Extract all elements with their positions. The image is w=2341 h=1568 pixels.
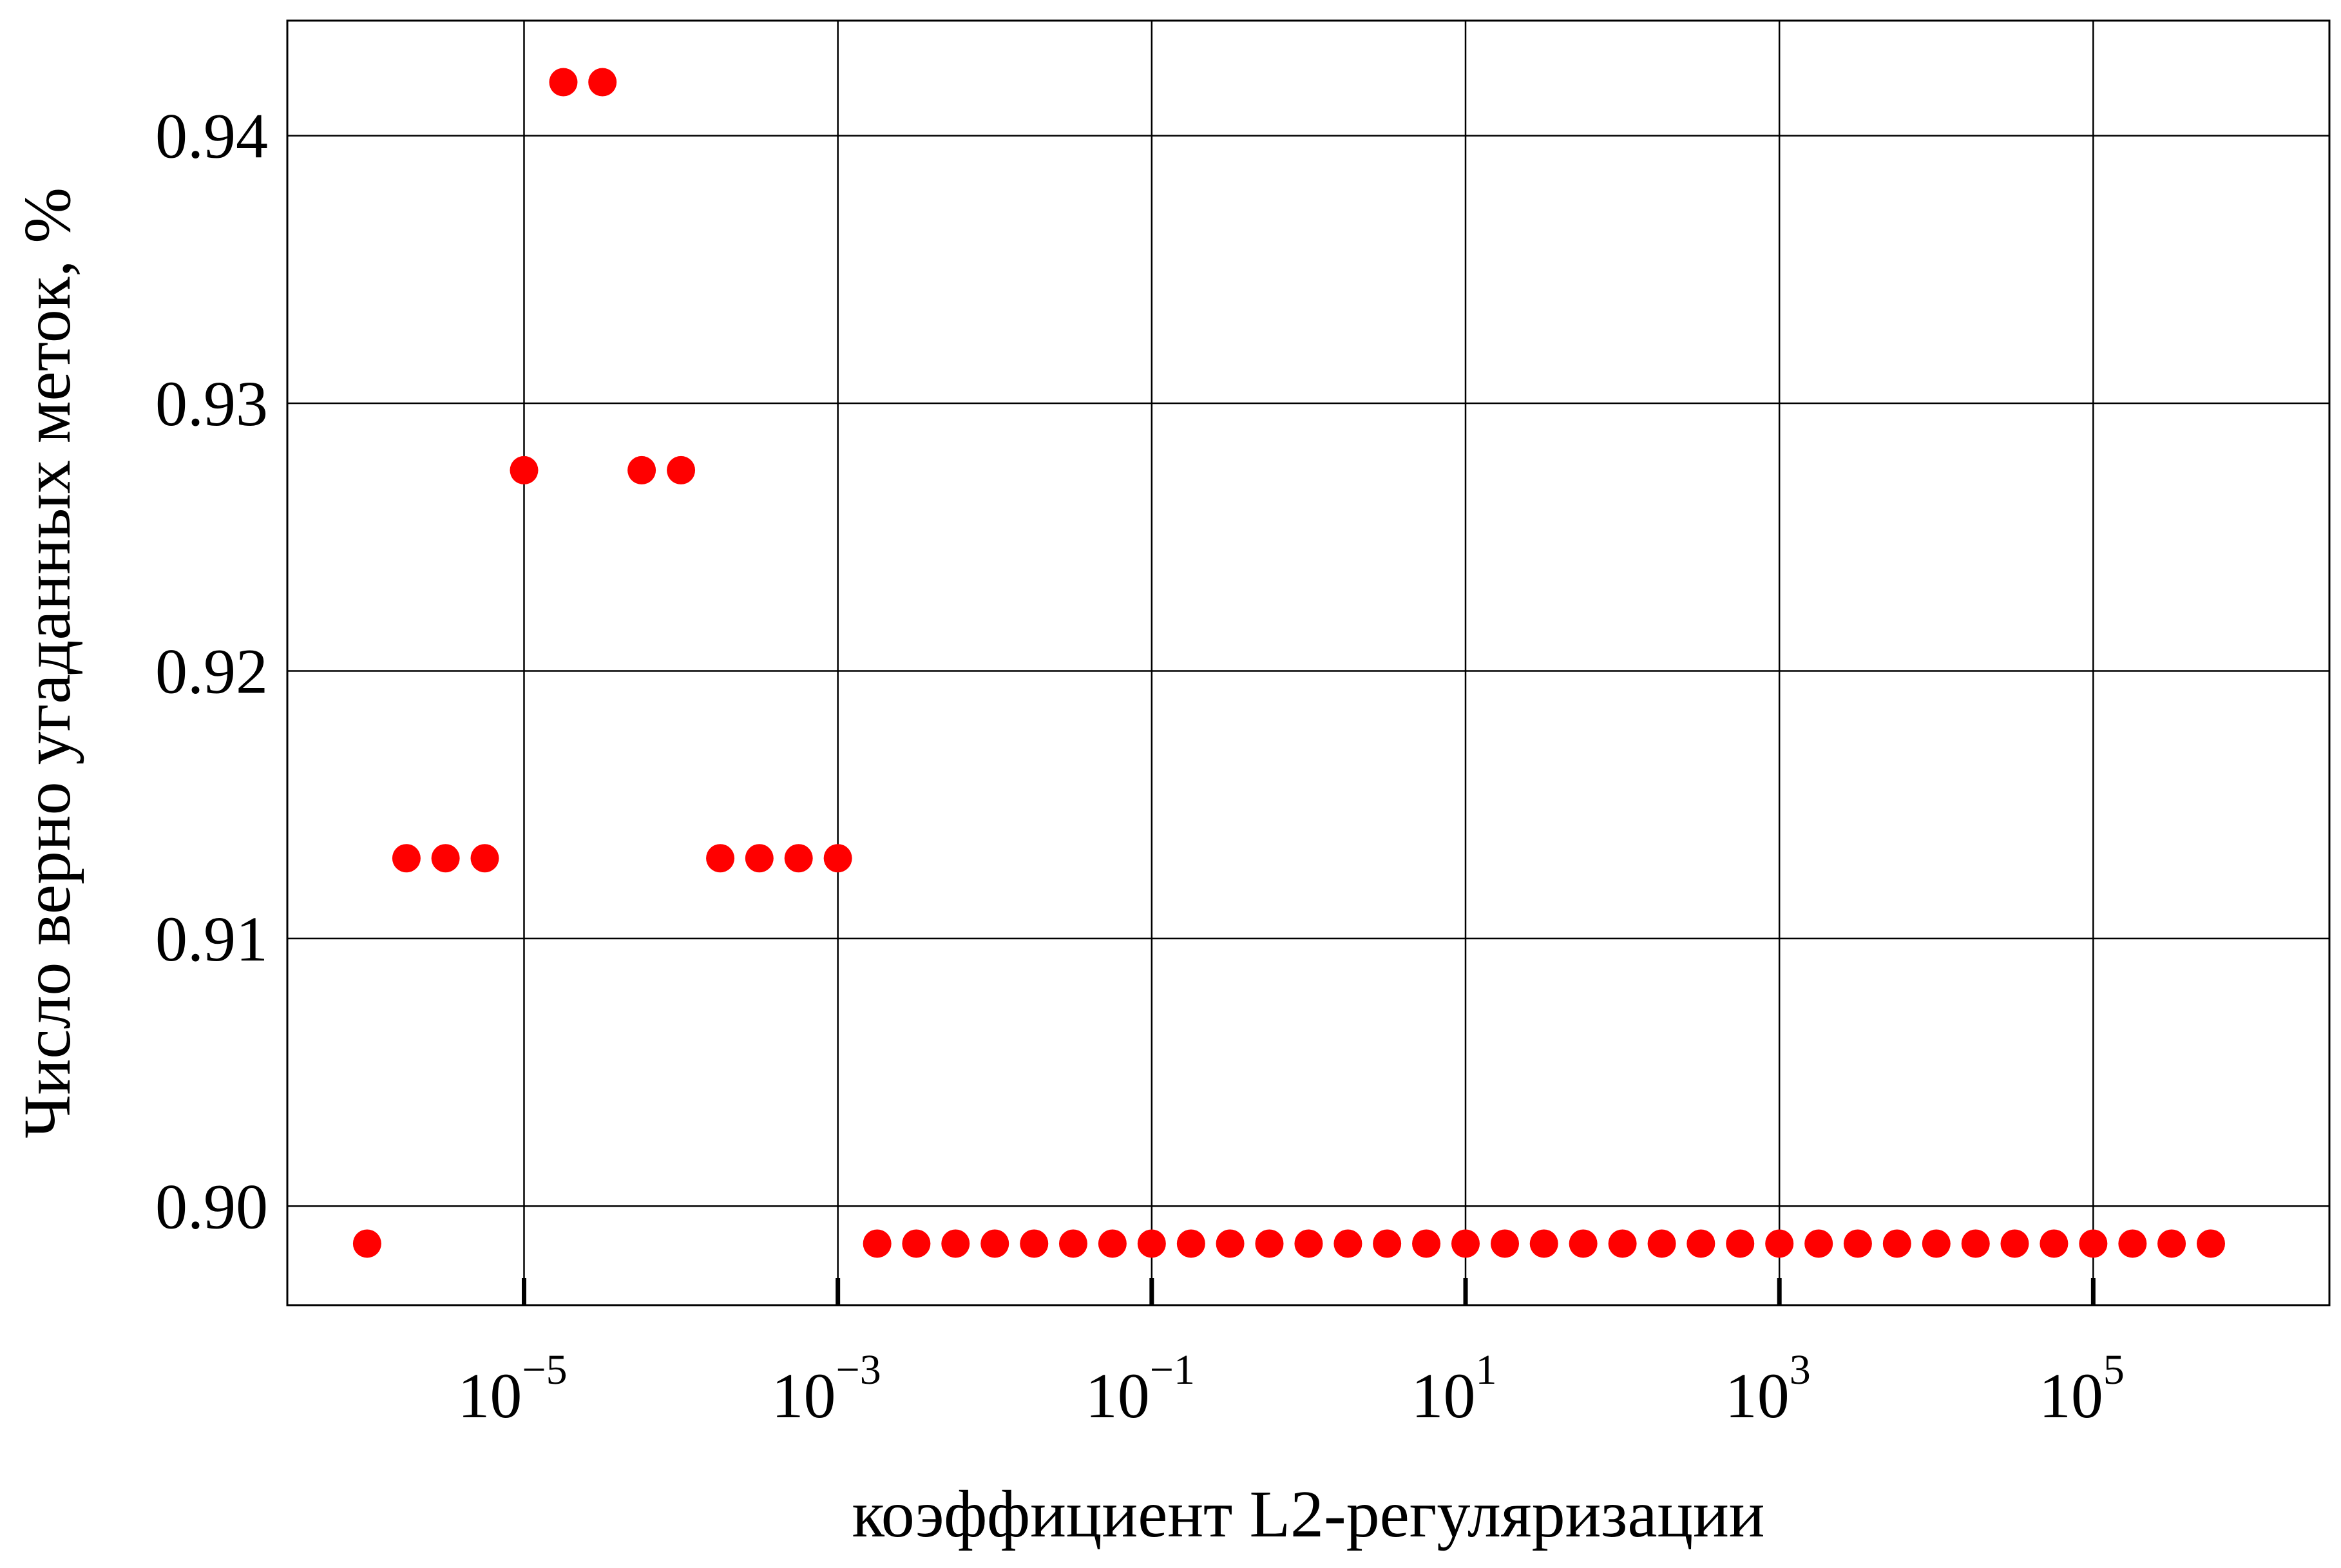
y-tick-label: 0.93 [155,368,268,439]
data-point [1451,1229,1480,1258]
x-tick-label: 10−1 [1085,1346,1195,1431]
x-tick-label: 10−3 [772,1346,881,1431]
x-tick-base: 10 [457,1360,522,1431]
y-tick-labels: 0.90 0.91 0.92 0.93 0.94 [155,100,268,1243]
x-tick-exponent: 5 [2103,1346,2125,1393]
data-point [784,844,813,873]
data-point [980,1229,1009,1258]
data-point [1569,1229,1598,1258]
data-point [1373,1229,1402,1258]
data-point [1804,1229,1833,1258]
data-point [1137,1229,1166,1258]
data-point [2196,1229,2225,1258]
grid-lines [287,21,2329,1305]
data-point [1412,1229,1441,1258]
data-point [1961,1229,1990,1258]
data-point [627,455,656,484]
x-tick-exponent: −1 [1150,1346,1195,1393]
x-tick-exponent: −5 [522,1346,567,1393]
x-tick-base: 10 [2039,1360,2103,1431]
data-point [1922,1229,1951,1258]
x-tick-labels: 10−5 10−3 10−1 101 103 105 [457,1346,2124,1431]
data-point [1333,1229,1362,1258]
y-axis-label: Число верно угаданных меток, % [10,187,84,1138]
data-point [1529,1229,1558,1258]
x-tick-exponent: 1 [1476,1346,1497,1393]
data-point [549,68,578,97]
x-tick-exponent: 3 [1790,1346,1811,1393]
data-point [1058,1229,1087,1258]
x-tick-base: 10 [772,1360,836,1431]
data-point [2040,1229,2069,1258]
x-tick-label: 103 [1725,1346,1811,1431]
data-point [352,1229,381,1258]
data-point [823,844,852,873]
x-tick-label: 105 [2039,1346,2125,1431]
data-point [1216,1229,1245,1258]
data-point [1098,1229,1127,1258]
data-point [1882,1229,1911,1258]
x-tick-label: 10−5 [457,1346,567,1431]
y-tick-label: 0.90 [155,1171,268,1242]
plot-frame [286,19,2331,1306]
data-point [1608,1229,1637,1258]
data-point [2118,1229,2147,1258]
data-point [667,455,696,484]
y-tick-label: 0.92 [155,635,268,707]
data-point [510,455,539,484]
data-point [2000,1229,2029,1258]
x-axis-label: коэффициент L2-регуляризации [852,1477,1765,1551]
data-point [863,1229,892,1258]
data-point [1726,1229,1755,1258]
data-point [706,844,735,873]
data-point [1647,1229,1676,1258]
data-point [745,844,774,873]
data-point [2079,1229,2108,1258]
data-point [1020,1229,1049,1258]
data-point [470,844,499,873]
x-tick-label: 101 [1411,1346,1497,1431]
axis-tick-marks [521,1278,2096,1305]
data-point [1176,1229,1205,1258]
x-tick-exponent: −3 [836,1346,881,1393]
data-points [352,68,2225,1258]
x-tick-base: 10 [1411,1360,1476,1431]
x-tick-base: 10 [1725,1360,1790,1431]
data-point [902,1229,931,1258]
data-point [392,844,421,873]
data-point [588,68,617,97]
data-point [1686,1229,1715,1258]
data-point [1294,1229,1323,1258]
y-tick-label: 0.94 [155,100,268,172]
data-point [1491,1229,1520,1258]
data-point [1765,1229,1794,1258]
y-tick-label: 0.91 [155,903,268,975]
data-point [2157,1229,2186,1258]
data-point [1255,1229,1284,1258]
data-point [431,844,460,873]
data-point [941,1229,970,1258]
data-point [1843,1229,1872,1258]
x-tick-base: 10 [1085,1360,1150,1431]
